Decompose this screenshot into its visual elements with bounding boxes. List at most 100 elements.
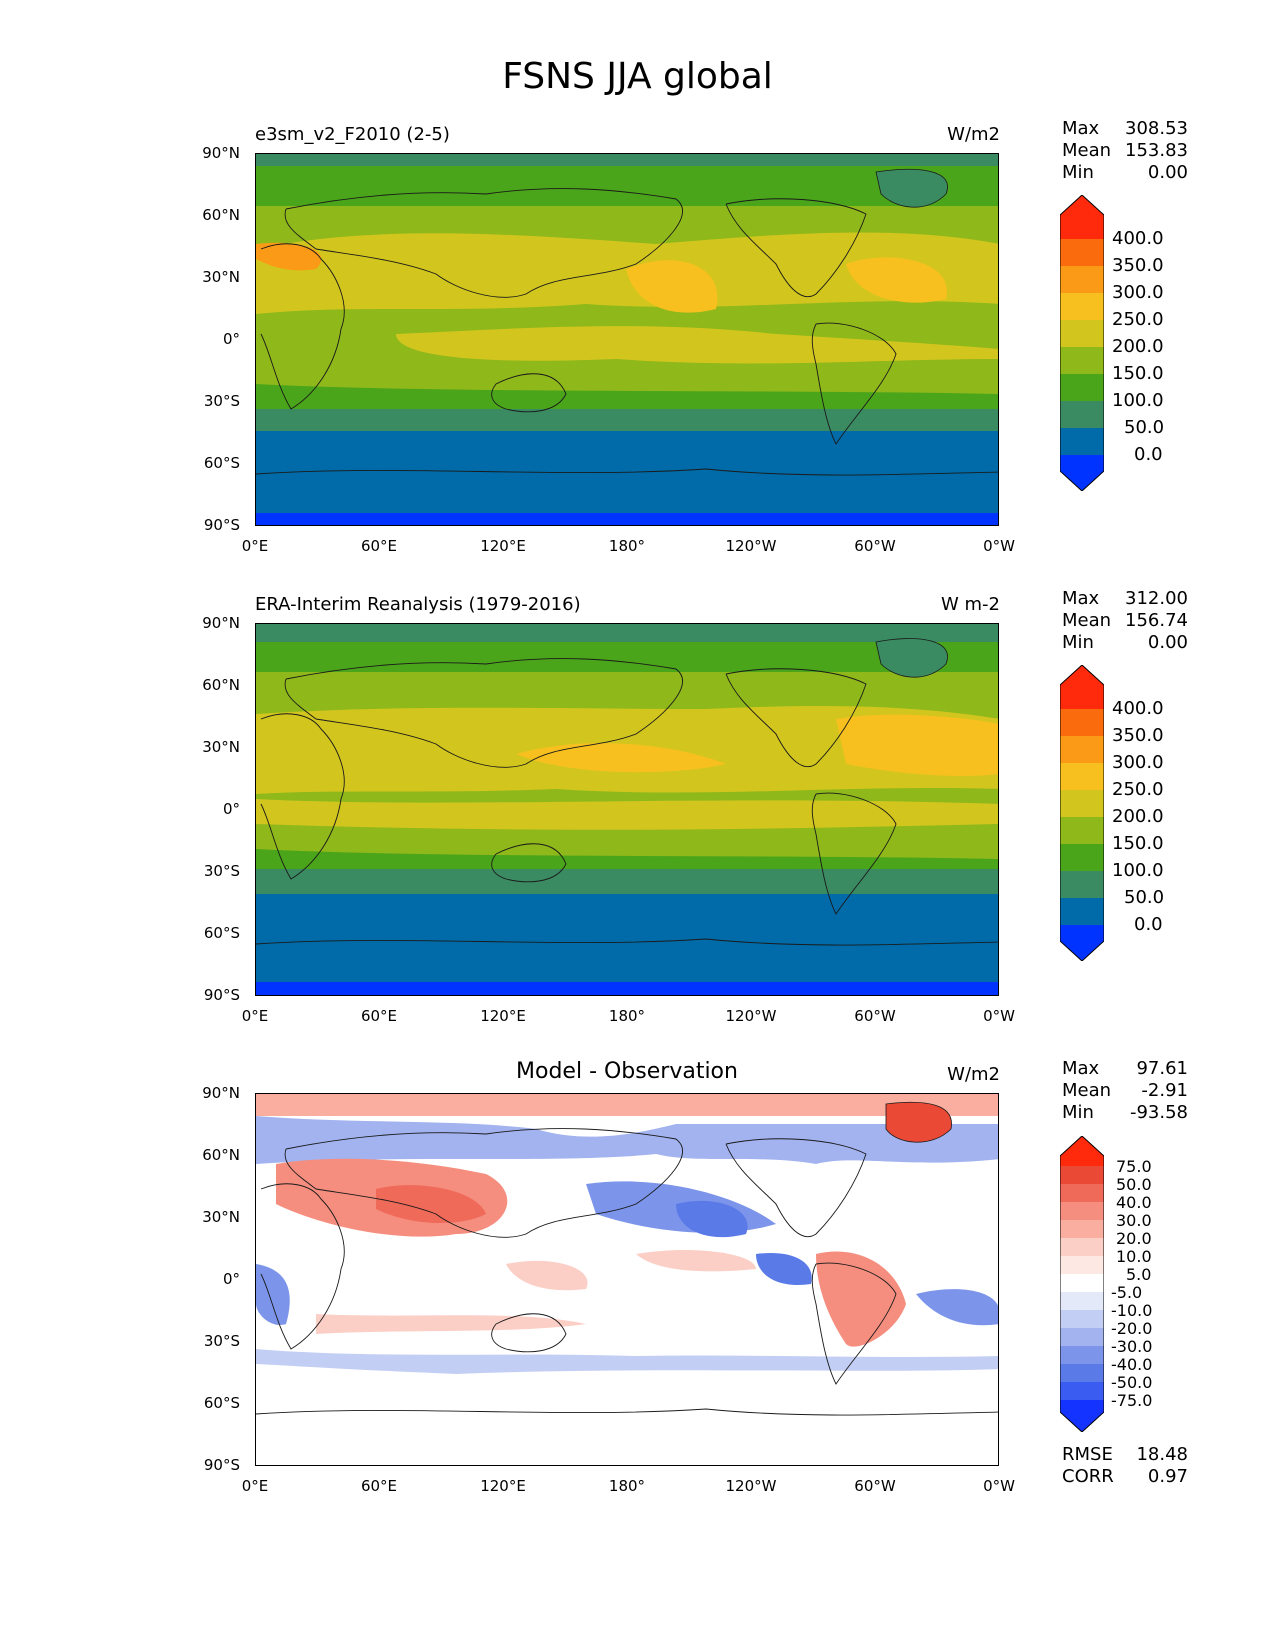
colorbar-label: 300.0 <box>1112 282 1164 303</box>
colorbar-label: 350.0 <box>1112 725 1164 746</box>
stat-mean-label: Mean <box>1062 140 1112 161</box>
figure-title: FSNS JJA global <box>502 56 773 97</box>
lat-tick-0: 0° <box>222 1270 240 1288</box>
lat-tick-30n: 30°N <box>202 738 240 756</box>
lat-tick-60s: 60°S <box>203 924 240 942</box>
colorbar-label: 200.0 <box>1112 806 1164 827</box>
map-difference-field <box>256 1094 998 1465</box>
lat-tick-30s: 30°S <box>203 392 240 410</box>
lon-tick-60e: 60°E <box>360 1007 398 1025</box>
colorbar-label: 20.0 <box>1116 1229 1152 1248</box>
lat-tick-90n: 90°N <box>202 144 240 162</box>
colorbar-label: 250.0 <box>1112 309 1164 330</box>
colorbar-label: 300.0 <box>1112 752 1164 773</box>
lon-tick-0e: 0°E <box>241 1477 269 1495</box>
colorbar-label: 50.0 <box>1124 887 1165 908</box>
lat-tick-30n: 30°N <box>202 268 240 286</box>
lon-tick-120e: 120°E <box>480 1477 526 1495</box>
lat-tick-90s: 90°S <box>203 1456 240 1474</box>
colorbar-label: 200.0 <box>1112 336 1164 357</box>
lon-tick-120w: 120°W <box>725 1477 777 1495</box>
colorbar-observation <box>1060 665 1104 961</box>
stat-min-label: Min <box>1062 162 1094 183</box>
lat-tick-30n: 30°N <box>202 1208 240 1226</box>
lon-tick-0w: 0°W <box>983 1477 1015 1495</box>
lat-tick-30s: 30°S <box>203 862 240 880</box>
colorbar-label: 30.0 <box>1116 1211 1152 1230</box>
lon-tick-60e: 60°E <box>360 537 398 555</box>
colorbar-label: 50.0 <box>1124 417 1165 438</box>
stat-mean-label: Mean <box>1062 1080 1112 1101</box>
lon-tick-120e: 120°E <box>480 537 526 555</box>
lon-tick-0e: 0°E <box>241 1007 269 1025</box>
lat-tick-90n: 90°N <box>202 1084 240 1102</box>
lat-tick-30s: 30°S <box>203 1332 240 1350</box>
colorbar-model <box>1060 195 1104 491</box>
map-observation <box>255 623 999 996</box>
lon-tick-60e: 60°E <box>360 1477 398 1495</box>
stat-min-label: Min <box>1062 632 1094 653</box>
colorbar-label: -40.0 <box>1111 1355 1153 1374</box>
lon-tick-0e: 0°E <box>241 537 269 555</box>
colorbar-label: 50.0 <box>1116 1175 1152 1194</box>
colorbar-label: 5.0 <box>1126 1265 1152 1284</box>
colorbar-label: 150.0 <box>1112 363 1164 384</box>
stat-mean-value: 153.83 <box>1125 140 1188 161</box>
panel-model-units: W/m2 <box>947 124 1000 145</box>
stat-mean-label: Mean <box>1062 610 1112 631</box>
colorbar-label: -50.0 <box>1111 1373 1153 1392</box>
stat-rmse-value: 18.48 <box>1136 1444 1188 1465</box>
lat-tick-0: 0° <box>222 800 240 818</box>
colorbar-label: 400.0 <box>1112 228 1164 249</box>
stat-max-label: Max <box>1062 588 1100 609</box>
lat-tick-60n: 60°N <box>202 1146 240 1164</box>
lon-tick-120w: 120°W <box>725 1007 777 1025</box>
colorbar-label: -5.0 <box>1111 1283 1143 1302</box>
panel-obs-units: W m-2 <box>940 594 1000 615</box>
colorbar-label: -10.0 <box>1111 1301 1153 1320</box>
lon-tick-120e: 120°E <box>480 1007 526 1025</box>
colorbar-label: 10.0 <box>1116 1247 1152 1266</box>
colorbar-label: 0.0 <box>1134 444 1163 465</box>
lat-tick-0: 0° <box>222 330 240 348</box>
stat-max-label: Max <box>1062 1058 1100 1079</box>
lon-tick-180: 180° <box>608 1007 646 1025</box>
colorbar-label: 150.0 <box>1112 833 1164 854</box>
lon-tick-60w: 60°W <box>854 1477 896 1495</box>
lat-tick-90s: 90°S <box>203 516 240 534</box>
stat-mean-value: -2.91 <box>1141 1080 1188 1101</box>
stat-corr-label: CORR <box>1062 1466 1114 1487</box>
colorbar-label: -20.0 <box>1111 1319 1153 1338</box>
lon-tick-60w: 60°W <box>854 1007 896 1025</box>
colorbar-difference <box>1060 1136 1104 1432</box>
colorbar-label: 40.0 <box>1116 1193 1152 1212</box>
map-model-field <box>256 154 998 525</box>
map-model <box>255 153 999 526</box>
stat-min-value: -93.58 <box>1129 1102 1188 1123</box>
map-difference <box>255 1093 999 1466</box>
colorbar-label: 400.0 <box>1112 698 1164 719</box>
stat-max-value: 97.61 <box>1136 1058 1188 1079</box>
panel-model-title: e3sm_v2_F2010 (2-5) <box>255 124 450 145</box>
stat-min-value: 0.00 <box>1147 632 1188 653</box>
colorbar-label: 75.0 <box>1116 1157 1152 1176</box>
panel-diff-units: W/m2 <box>947 1064 1000 1085</box>
lon-tick-0w: 0°W <box>983 1007 1015 1025</box>
stat-max-label: Max <box>1062 118 1100 139</box>
panel-diff-title: Model - Observation <box>516 1059 738 1084</box>
lon-tick-60w: 60°W <box>854 537 896 555</box>
stat-max-value: 308.53 <box>1125 118 1188 139</box>
panel-obs-title: ERA-Interim Reanalysis (1979-2016) <box>255 594 581 615</box>
colorbar-label: 350.0 <box>1112 255 1164 276</box>
stat-min-value: 0.00 <box>1147 162 1188 183</box>
lat-tick-60n: 60°N <box>202 206 240 224</box>
colorbar-label: 100.0 <box>1112 860 1164 881</box>
stat-rmse-label: RMSE <box>1062 1444 1113 1465</box>
stat-min-label: Min <box>1062 1102 1094 1123</box>
stat-corr-value: 0.97 <box>1147 1466 1188 1487</box>
lon-tick-120w: 120°W <box>725 537 777 555</box>
lon-tick-180: 180° <box>608 1477 646 1495</box>
colorbar-label: 0.0 <box>1134 914 1163 935</box>
lat-tick-90s: 90°S <box>203 986 240 1004</box>
colorbar-label: -75.0 <box>1111 1391 1153 1410</box>
